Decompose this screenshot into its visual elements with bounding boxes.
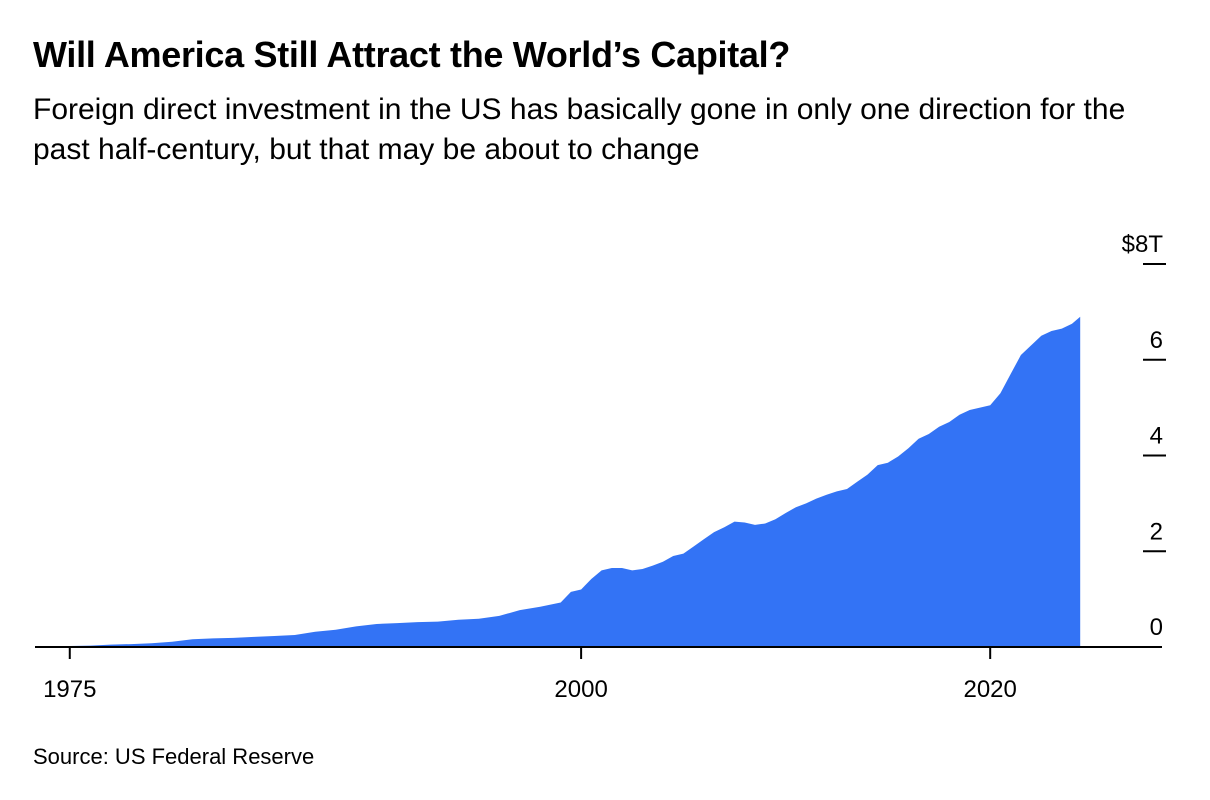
x-axis: 1975 2000 2020 [43,647,1017,703]
y-tick-label: 2 [1150,518,1163,545]
source-note: Source: US Federal Reserve [33,744,315,769]
x-tick-label: 2000 [554,676,607,703]
y-tick-label: $8T [1122,231,1164,258]
y-tick-label: 4 [1150,423,1163,450]
area-chart: 0 2 4 6 $8T 1975 2000 2020 [35,231,1166,703]
x-tick-label: 1975 [43,676,96,703]
x-tick-label: 2020 [963,676,1016,703]
y-tick-label: 6 [1150,327,1163,354]
y-tick-label: 0 [1150,614,1163,641]
y-axis: 0 2 4 6 $8T [1122,231,1166,641]
chart-title: Will America Still Attract the World’s C… [33,34,791,75]
area-series-fdi [69,316,1081,647]
chart-subtitle: Foreign direct investment in the US has … [33,93,1126,166]
